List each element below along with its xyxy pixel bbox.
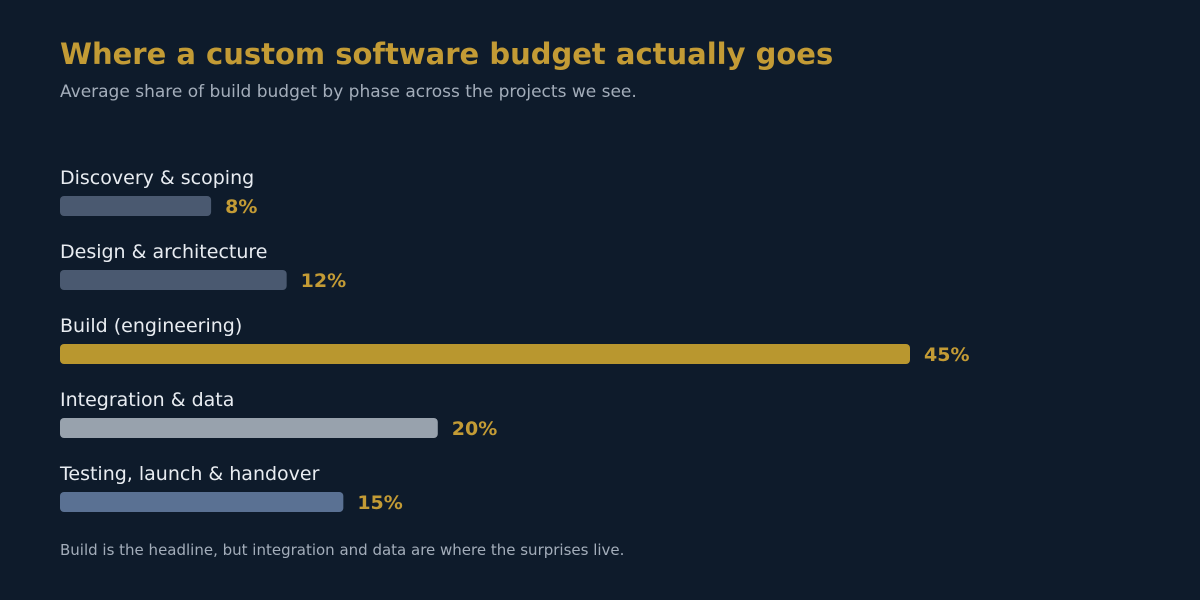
bar-row: Build (engineering) 45%	[60, 315, 969, 366]
chart-footnote: Build is the headline, but integration a…	[60, 541, 625, 559]
bar-row: Discovery & scoping 8%	[60, 167, 257, 218]
chart-subtitle: Average share of build budget by phase a…	[60, 82, 637, 102]
category-label: Design & architecture	[60, 241, 267, 263]
bar	[60, 344, 910, 364]
bar-row: Design & architecture 12%	[60, 241, 346, 292]
chart-title: Where a custom software budget actually …	[60, 37, 834, 71]
category-label: Build (engineering)	[60, 315, 242, 337]
bar-row: Testing, launch & handover 15%	[59, 463, 403, 514]
value-label: 12%	[301, 270, 346, 292]
value-label: 8%	[225, 196, 257, 218]
bar	[60, 270, 287, 290]
category-label: Testing, launch & handover	[59, 463, 320, 485]
category-label: Discovery & scoping	[60, 167, 254, 189]
bar-row: Integration & data 20%	[60, 389, 497, 440]
bar	[60, 418, 438, 438]
value-label: 15%	[357, 492, 402, 514]
bar	[60, 492, 344, 512]
category-label: Integration & data	[60, 389, 234, 411]
bar	[60, 196, 212, 216]
value-label: 20%	[452, 418, 497, 440]
value-label: 45%	[924, 344, 969, 366]
